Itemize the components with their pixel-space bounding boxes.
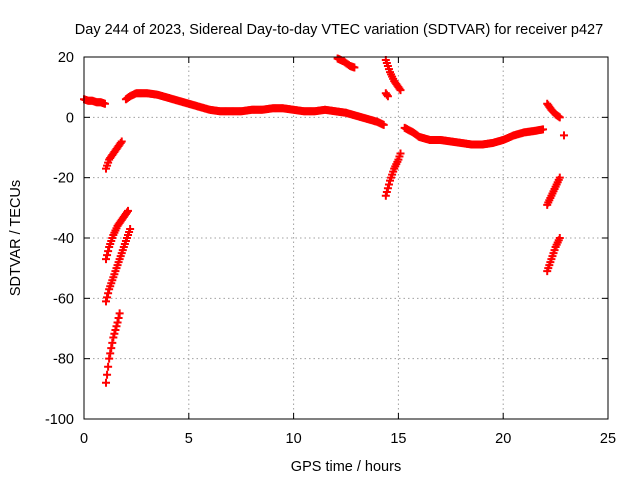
x-tick-label: 10 [286, 431, 302, 447]
data-point [379, 120, 388, 129]
data-point [103, 251, 112, 260]
data-point [350, 63, 359, 72]
y-tick-label: -20 [53, 171, 74, 187]
data-point [100, 99, 109, 108]
x-tick-label: 25 [600, 431, 616, 447]
data-point [108, 338, 117, 347]
data-point [555, 113, 564, 122]
data-point [383, 92, 392, 101]
y-tick-label: 0 [66, 110, 74, 126]
data-point [112, 322, 121, 331]
grid [84, 57, 608, 419]
chart-title: Day 244 of 2023, Sidereal Day-to-day VTE… [75, 22, 603, 38]
y-axis-ticks: -100 -80 -60 -40 -20 0 20 [45, 50, 608, 428]
x-tick-label: 15 [390, 431, 406, 447]
data-point [117, 137, 126, 146]
data-point [102, 255, 111, 264]
data-point [113, 318, 122, 327]
data-point [395, 84, 404, 93]
data-point [114, 313, 123, 322]
data-point [107, 344, 116, 353]
data-point [102, 297, 111, 306]
data-point [103, 293, 112, 302]
y-axis-label: SDTVAR / TECUs [8, 180, 24, 296]
x-axis-label: GPS time / hours [291, 459, 401, 475]
data-point [384, 180, 393, 189]
data-point [381, 191, 390, 200]
data-point [396, 149, 405, 158]
data-point [124, 206, 133, 215]
data-point [539, 125, 548, 134]
data-point [122, 208, 131, 217]
data-point [105, 354, 114, 363]
data-point [383, 184, 392, 193]
x-tick-label: 5 [185, 431, 193, 447]
y-tick-label: 20 [58, 50, 74, 66]
data-point [106, 349, 115, 358]
x-tick-label: 20 [495, 431, 511, 447]
y-tick-label: -80 [53, 352, 74, 368]
y-tick-label: -40 [53, 231, 74, 247]
data-point [104, 247, 113, 256]
data-point [110, 329, 119, 338]
x-axis-ticks: 0 5 10 15 20 25 [80, 57, 616, 447]
data-point [116, 138, 125, 147]
data-point [104, 289, 113, 298]
y-tick-label: -60 [53, 291, 74, 307]
data-point [382, 90, 391, 99]
data-point [115, 309, 124, 318]
data-point [555, 234, 564, 242]
data-point [126, 224, 135, 233]
data-point [396, 86, 405, 95]
data-point [103, 370, 112, 379]
data-point [111, 326, 120, 335]
data-point [102, 378, 111, 387]
data-point [104, 362, 113, 371]
data-point [382, 187, 391, 196]
data-point [109, 333, 118, 342]
data-points [80, 54, 568, 387]
data-point [559, 131, 568, 140]
x-tick-label: 0 [80, 431, 88, 447]
y-tick-label: -100 [45, 412, 74, 428]
data-point [555, 173, 564, 182]
